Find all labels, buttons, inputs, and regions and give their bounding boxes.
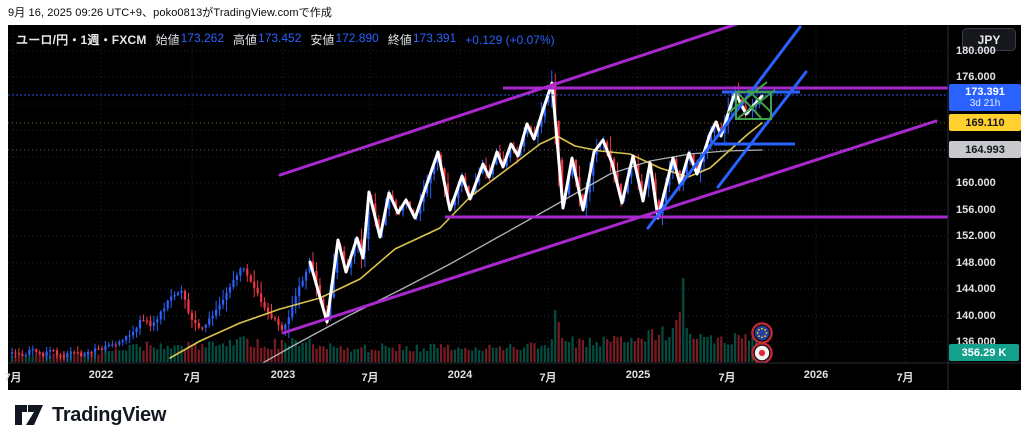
blue-trendline-left[interactable] xyxy=(646,25,802,230)
currency-unit-button[interactable]: JPY xyxy=(962,28,1016,51)
grid xyxy=(8,25,948,363)
zigzag-line xyxy=(308,81,764,324)
time-label: 7月 xyxy=(183,372,201,384)
change-value: +0.129 (+0.07%) xyxy=(465,33,555,47)
volume-bars xyxy=(10,278,761,362)
snapshot-attribution: 9月 16, 2025 09:26 UTC+9、poko0813がTrading… xyxy=(8,7,332,19)
time-label: 2023 xyxy=(270,369,296,381)
time-label: 7月 xyxy=(361,372,379,384)
yellow-ma-price-badge: 169.110 xyxy=(949,114,1021,131)
gray-ma-price-badge: 164.993 xyxy=(949,141,1021,158)
time-label: 2026 xyxy=(803,369,829,381)
time-label: 7月 xyxy=(896,372,914,384)
eur-flag-icon xyxy=(751,322,773,344)
price-label: 160.000 xyxy=(956,177,996,189)
price-label: 156.000 xyxy=(956,204,996,216)
time-label: 7月 xyxy=(718,372,736,384)
price-label: 176.000 xyxy=(956,71,996,83)
volume-badge: 356.29 K xyxy=(949,344,1019,361)
ma-gray-line xyxy=(261,149,763,363)
ohlc-open: 始値 173.262 xyxy=(155,31,225,47)
tradingview-logo[interactable]: TradingView xyxy=(14,402,166,428)
ohlc-low: 安値 172.890 xyxy=(310,31,379,47)
time-label: 2024 xyxy=(447,369,473,381)
purple-channel-lower[interactable] xyxy=(281,119,938,335)
tradingview-logo-mark xyxy=(15,405,43,425)
ohlc-high: 高値 173.452 xyxy=(233,31,302,47)
symbol-title: ユーロ/円・1週・FXCM xyxy=(16,33,147,47)
jpy-flag-icon xyxy=(751,342,773,363)
bar-countdown: 3d 21h xyxy=(969,97,1001,109)
price-level-lines xyxy=(8,94,948,151)
price-label: 180.000 xyxy=(956,45,996,57)
price-label: 152.000 xyxy=(956,230,996,242)
last-price-value: 173.391 xyxy=(965,85,1005,98)
chart-background xyxy=(8,25,1021,390)
purple-channel-upper[interactable] xyxy=(278,17,758,177)
tradingview-logo-text: TradingView xyxy=(52,403,167,426)
time-label: 2025 xyxy=(625,369,651,381)
symbol-ohlc-bar: ユーロ/円・1週・FXCM 始値 173.262 高値 173.452 安値 172.… xyxy=(16,31,555,48)
ma-yellow-line xyxy=(169,122,763,359)
ohlc-close: 終値 173.391 xyxy=(387,31,457,47)
price-label: 140.000 xyxy=(956,310,996,322)
time-label: 7月 xyxy=(539,372,557,384)
plot-area[interactable] xyxy=(8,17,948,369)
price-label: 144.000 xyxy=(956,283,996,295)
last-price-badge: 173.391 3d 21h xyxy=(949,84,1021,111)
trendline-drawings[interactable] xyxy=(278,17,948,335)
time-label: 2022 xyxy=(88,369,114,381)
time-label: 7月 xyxy=(4,372,22,384)
price-label: 148.000 xyxy=(956,257,996,269)
